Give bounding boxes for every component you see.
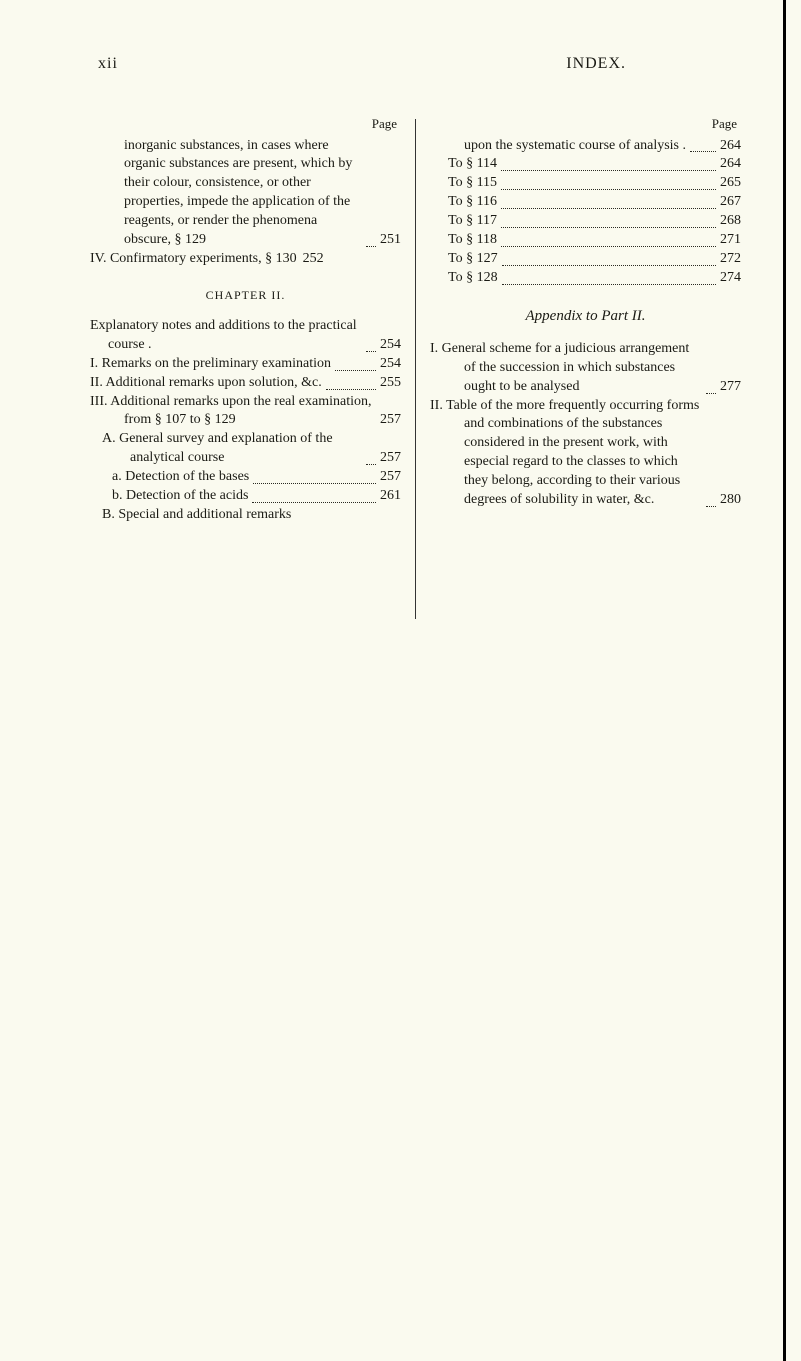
leader-dots	[366, 246, 376, 247]
index-entry: b. Detection of the acids 261	[90, 487, 401, 506]
leader-dots	[253, 483, 376, 484]
entry-text: I. General scheme for a judicious arrang…	[430, 340, 702, 397]
page: xii INDEX. Page inorganic substances, in…	[0, 0, 801, 1361]
index-entry: B. Special and additional remarks	[90, 506, 401, 525]
entry-text: To § 128	[430, 269, 498, 288]
index-entry: inorganic substances, in cases where org…	[90, 137, 401, 250]
index-entry: III. Additional remarks upon the real ex…	[90, 393, 401, 431]
leader-dots	[501, 227, 716, 228]
entry-page: 257	[380, 449, 401, 468]
entry-text: a. Detection of the bases	[90, 468, 249, 487]
entry-text: B. Special and additional remarks	[90, 506, 291, 525]
leader-dots	[690, 151, 716, 152]
leader-dots	[326, 389, 376, 390]
index-entry: II. Additional remarks upon solution, &c…	[90, 374, 401, 393]
entry-text: A. General survey and explanation of the…	[90, 430, 362, 468]
page-number-roman: xii	[98, 55, 118, 73]
entry-text: III. Additional remarks upon the real ex…	[90, 393, 374, 431]
page-label: Page	[430, 115, 741, 133]
entry-text: To § 117	[430, 212, 497, 231]
index-entry: a. Detection of the bases 257	[90, 468, 401, 487]
leader-dots	[502, 284, 716, 285]
right-margin-rule	[783, 0, 786, 1361]
entry-text: To § 114	[430, 155, 497, 174]
entry-text: To § 116	[430, 193, 497, 212]
leader-dots	[366, 351, 376, 352]
index-entry: To § 117 268	[430, 212, 741, 231]
entry-text: II. Additional remarks upon solution, &c…	[90, 374, 322, 393]
leader-dots	[335, 370, 376, 371]
entry-text: To § 118	[430, 231, 497, 250]
entry-page: 254	[380, 336, 401, 355]
entry-page: 255	[380, 374, 401, 393]
entry-text: To § 115	[430, 174, 497, 193]
entry-page: 277	[720, 378, 741, 397]
entry-page: 265	[720, 174, 741, 193]
entry-page: 271	[720, 231, 741, 250]
header-title: INDEX.	[566, 55, 626, 73]
entry-page: 264	[720, 155, 741, 174]
left-column: Page inorganic substances, in cases wher…	[90, 115, 415, 619]
entry-page: 267	[720, 193, 741, 212]
entry-page: 254	[380, 355, 401, 374]
entry-page: 257	[380, 468, 401, 487]
index-entry: I. Remarks on the preliminary examinatio…	[90, 355, 401, 374]
leader-dots	[366, 464, 376, 465]
entry-text: II. Table of the more frequently occurri…	[430, 397, 702, 510]
entry-text: Explanatory notes and additions to the p…	[90, 317, 362, 355]
index-entry: To § 115 265	[430, 174, 741, 193]
running-header: xii INDEX.	[90, 55, 741, 73]
chapter-heading: CHAPTER II.	[90, 287, 401, 303]
entry-page: 264	[720, 137, 741, 156]
leader-dots	[706, 506, 716, 507]
index-entry: upon the systematic course of analysis .…	[430, 137, 741, 156]
right-column: Page upon the systematic course of analy…	[416, 115, 741, 619]
entry-page: 251	[380, 231, 401, 250]
entry-page: 272	[720, 250, 741, 269]
leader-dots	[501, 170, 716, 171]
index-entry: II. Table of the more frequently occurri…	[430, 397, 741, 510]
index-entry: Explanatory notes and additions to the p…	[90, 317, 401, 355]
leader-dots	[501, 189, 716, 190]
leader-dots	[706, 393, 716, 394]
entry-page: 257	[380, 411, 401, 430]
entry-text: inorganic substances, in cases where org…	[90, 137, 362, 250]
appendix-heading: Appendix to Part II.	[430, 306, 741, 326]
index-entry: IV. Confirmatory experiments, § 130 252	[90, 250, 401, 269]
leader-dots	[501, 246, 716, 247]
entry-text: To § 127	[430, 250, 498, 269]
index-entry: To § 128 274	[430, 269, 741, 288]
columns: Page inorganic substances, in cases wher…	[90, 115, 741, 619]
index-entry: To § 127 272	[430, 250, 741, 269]
entry-text: upon the systematic course of analysis .	[430, 137, 686, 156]
index-entry: To § 114 264	[430, 155, 741, 174]
index-entry: I. General scheme for a judicious arrang…	[430, 340, 741, 397]
entry-page: 268	[720, 212, 741, 231]
leader-dots	[501, 208, 716, 209]
entry-page: 252	[303, 250, 324, 269]
index-entry: A. General survey and explanation of the…	[90, 430, 401, 468]
index-entry: To § 118 271	[430, 231, 741, 250]
entry-page: 274	[720, 269, 741, 288]
entry-page: 261	[380, 487, 401, 506]
leader-dots	[502, 265, 716, 266]
entry-text: IV. Confirmatory experiments, § 130	[90, 250, 297, 269]
leader-dots	[252, 502, 376, 503]
entry-text: I. Remarks on the preliminary examinatio…	[90, 355, 331, 374]
entry-page: 280	[720, 491, 741, 510]
entry-text: b. Detection of the acids	[90, 487, 248, 506]
page-label: Page	[90, 115, 401, 133]
index-entry: To § 116 267	[430, 193, 741, 212]
